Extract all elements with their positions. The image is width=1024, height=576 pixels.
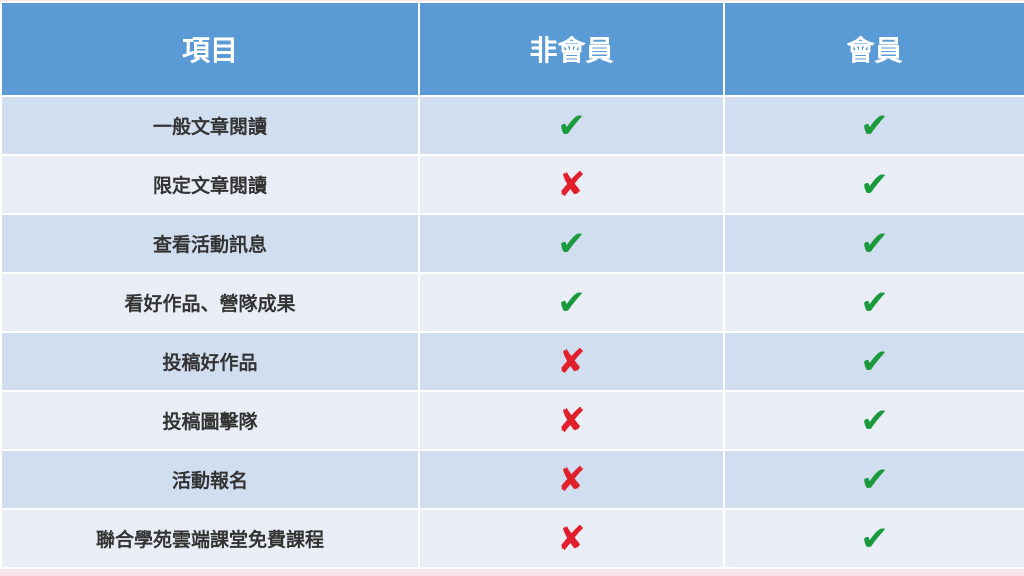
feature-cell: 活動報名 bbox=[0, 449, 420, 510]
status-mark: ✘ bbox=[418, 154, 725, 215]
header-cell: 會員 bbox=[723, 1, 1024, 97]
status-mark: ✔ bbox=[418, 95, 725, 156]
status-mark: ✘ bbox=[418, 390, 725, 451]
status-mark: ✔ bbox=[723, 508, 1024, 569]
status-mark: ✔ bbox=[723, 272, 1024, 333]
status-mark: ✘ bbox=[418, 449, 725, 510]
table-body: 一般文章閱讀 ✔ ✔ 限定文章閱讀 ✘ ✔ 查看活動訊息 ✔ ✔ 看好作品、營隊成果 ✔ ✔ 投稿好作品… bbox=[0, 95, 1024, 569]
header-cell: 項目 bbox=[0, 1, 420, 97]
feature-cell: 投稿圖擊隊 bbox=[0, 390, 420, 451]
status-mark: ✔ bbox=[723, 331, 1024, 392]
status-mark: ✔ bbox=[723, 154, 1024, 215]
table-row: 投稿好作品 ✘ ✔ bbox=[0, 331, 1024, 392]
status-mark: ✘ bbox=[418, 331, 725, 392]
table-row: 聯合學苑雲端課堂免費課程 ✘ ✔ bbox=[0, 508, 1024, 569]
header-row: 項目 非會員 會員 bbox=[0, 1, 1024, 97]
table-row: 活動報名 ✘ ✔ bbox=[0, 449, 1024, 510]
status-mark: ✔ bbox=[723, 449, 1024, 510]
table-row: 看好作品、營隊成果 ✔ ✔ bbox=[0, 272, 1024, 333]
status-mark: ✔ bbox=[418, 213, 725, 274]
feature-cell: 查看活動訊息 bbox=[0, 213, 420, 274]
feature-cell: 聯合學苑雲端課堂免費課程 bbox=[0, 508, 420, 569]
table-row: 投稿圖擊隊 ✘ ✔ bbox=[0, 390, 1024, 451]
status-mark: ✔ bbox=[723, 95, 1024, 156]
status-mark: ✔ bbox=[723, 390, 1024, 451]
table-row: 查看活動訊息 ✔ ✔ bbox=[0, 213, 1024, 274]
feature-cell: 投稿好作品 bbox=[0, 331, 420, 392]
status-mark: ✔ bbox=[723, 213, 1024, 274]
table-row: 一般文章閱讀 ✔ ✔ bbox=[0, 95, 1024, 156]
feature-cell: 限定文章閱讀 bbox=[0, 154, 420, 215]
status-mark: ✘ bbox=[418, 508, 725, 569]
feature-cell: 看好作品、營隊成果 bbox=[0, 272, 420, 333]
header-cell: 非會員 bbox=[418, 1, 725, 97]
feature-cell: 一般文章閱讀 bbox=[0, 95, 420, 156]
status-mark: ✔ bbox=[418, 272, 725, 333]
table-row: 限定文章閱讀 ✘ ✔ bbox=[0, 154, 1024, 215]
